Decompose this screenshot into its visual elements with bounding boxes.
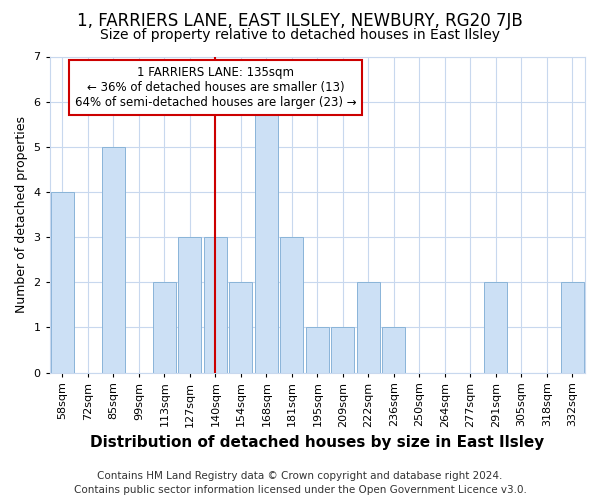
Text: Size of property relative to detached houses in East Ilsley: Size of property relative to detached ho… [100, 28, 500, 42]
Bar [229, 282, 253, 372]
Bar [153, 282, 176, 372]
Bar [51, 192, 74, 372]
Y-axis label: Number of detached properties: Number of detached properties [15, 116, 28, 313]
Bar [178, 237, 202, 372]
Bar [102, 147, 125, 372]
Text: Contains HM Land Registry data © Crown copyright and database right 2024.
Contai: Contains HM Land Registry data © Crown c… [74, 471, 526, 495]
Bar [255, 102, 278, 372]
Bar [280, 237, 304, 372]
Bar [484, 282, 507, 372]
Bar [561, 282, 584, 372]
Bar [331, 328, 355, 372]
Text: 1, FARRIERS LANE, EAST ILSLEY, NEWBURY, RG20 7JB: 1, FARRIERS LANE, EAST ILSLEY, NEWBURY, … [77, 12, 523, 30]
X-axis label: Distribution of detached houses by size in East Ilsley: Distribution of detached houses by size … [90, 435, 544, 450]
Bar [204, 237, 227, 372]
Bar [357, 282, 380, 372]
Text: 1 FARRIERS LANE: 135sqm
← 36% of detached houses are smaller (13)
64% of semi-de: 1 FARRIERS LANE: 135sqm ← 36% of detache… [75, 66, 356, 109]
Bar [306, 328, 329, 372]
Bar [382, 328, 405, 372]
